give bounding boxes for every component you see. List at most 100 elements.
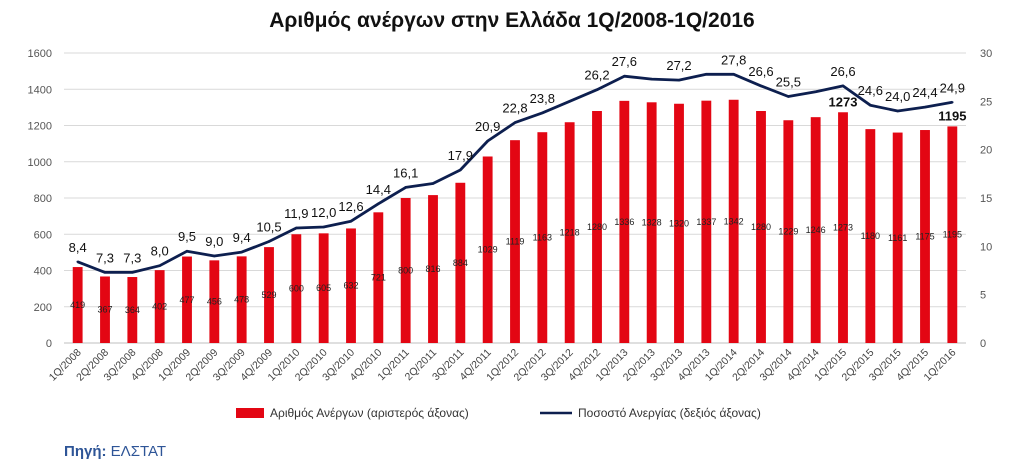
bar-1Q/2010 [291, 234, 302, 343]
bar-1Q/2013 [619, 100, 630, 343]
line-label: 16,1 [393, 165, 418, 180]
line-point-1Q/2016 [951, 101, 954, 104]
bar-label: 419 [70, 300, 85, 310]
bar-2Q/2012 [537, 132, 548, 343]
bar-label: 1195 [943, 230, 962, 240]
bar-1Q/2015 [838, 112, 848, 343]
bar-label: 1336 [614, 217, 634, 227]
line-label: 22,8 [502, 101, 527, 116]
legend: Αριθμός Ανέργων (αριστερός άξονας) Ποσοσ… [236, 406, 761, 420]
line-point-3Q/2015 [896, 109, 899, 113]
source-value: ΕΛΣΤΑΤ [110, 443, 167, 460]
bar-label: 600 [289, 284, 304, 294]
bar-4Q/2010 [373, 212, 384, 343]
bar-3Q/2015 [892, 132, 903, 343]
line-point-1Q/2012 [513, 121, 517, 124]
line-label: 7,3 [96, 250, 114, 265]
line-point-2Q/2015 [869, 104, 872, 107]
line-point-1Q/2014 [732, 73, 735, 76]
bar-label-highlight: 1195 [938, 108, 966, 123]
right-tick-label: 20 [980, 145, 992, 157]
bar-label: 1280 [587, 222, 607, 232]
left-tick-label: 200 [34, 302, 52, 314]
line-point-4Q/2013 [705, 73, 708, 76]
legend-line-label: Ποσοστό Ανεργίας (δεξιός άξονας) [578, 406, 761, 420]
bar-2Q/2015 [865, 129, 876, 343]
line-point-2Q/2013 [650, 77, 653, 81]
line-label: 23,8 [530, 91, 555, 106]
source-note: Πηγή: ΕΛΣΤΑΤ [64, 443, 166, 460]
bar-4Q/2008 [154, 270, 165, 343]
line-label: 14,4 [366, 182, 391, 197]
bar-label: 1320 [669, 218, 689, 228]
bar-4Q/2011 [482, 156, 493, 343]
right-tick-label: 30 [980, 48, 992, 60]
bar-label: 1161 [888, 233, 907, 243]
bar-2Q/2014 [756, 111, 766, 343]
line-point-4Q/2008 [158, 264, 161, 267]
line-point-2Q/2008 [103, 271, 107, 274]
bar-1Q/2009 [182, 256, 192, 343]
line-point-1Q/2011 [404, 186, 407, 189]
unemployment-chart: Αριθμός ανέργων στην Ελλάδα 1Q/2008-1Q/2… [28, 9, 993, 420]
right-tick-label: 0 [980, 338, 986, 350]
chart-title: Αριθμός ανέργων στην Ελλάδα 1Q/2008-1Q/2… [269, 9, 754, 32]
bar-3Q/2013 [674, 103, 684, 343]
bar-label: 800 [398, 266, 413, 276]
bar-label: 884 [453, 258, 468, 268]
line-label: 27,6 [612, 54, 637, 69]
x-axis: 1Q/20082Q/20083Q/20084Q/20081Q/20092Q/20… [47, 347, 959, 384]
bar-label: 816 [425, 264, 440, 274]
bar-label: 1218 [560, 228, 580, 238]
line-label: 27,8 [721, 52, 746, 67]
bar-label: 1280 [751, 222, 771, 232]
line-point-2Q/2012 [541, 111, 544, 115]
source-label: Πηγή: [64, 443, 107, 460]
bar-3Q/2010 [346, 228, 356, 343]
bar-1Q/2016 [947, 126, 958, 343]
bar-label: 529 [261, 290, 276, 300]
bar-label: 721 [371, 273, 386, 283]
line-label: 27,2 [666, 58, 691, 73]
line-point-2Q/2014 [759, 84, 763, 88]
line-label: 12,6 [338, 199, 363, 214]
bar-label: 1273 [833, 223, 853, 233]
line-label: 17,9 [448, 148, 473, 163]
bar-label: 1180 [861, 231, 880, 241]
bar-4Q/2014 [810, 117, 821, 343]
bar-2Q/2011 [428, 195, 438, 343]
line-label: 10,5 [256, 220, 281, 235]
line-point-2Q/2010 [322, 225, 325, 229]
line-point-1Q/2013 [623, 75, 626, 78]
left-tick-label: 1000 [28, 157, 52, 169]
bar-2Q/2009 [209, 260, 220, 343]
left-tick-label: 1400 [28, 84, 52, 96]
bar-label: 1342 [724, 216, 744, 226]
line-label: 8,4 [69, 240, 87, 255]
bar-label: 456 [207, 297, 222, 307]
right-axis: 0 5 10 15 20 25 30 [980, 48, 992, 350]
line-point-1Q/2015 [841, 84, 845, 88]
line-point-1Q/2010 [295, 226, 298, 230]
right-tick-label: 10 [980, 241, 992, 253]
left-tick-label: 800 [34, 193, 52, 205]
line-point-3Q/2008 [131, 271, 134, 274]
bar-2Q/2008 [100, 276, 110, 343]
bar-label: 632 [343, 281, 358, 291]
line-point-4Q/2012 [595, 88, 599, 91]
line-label: 26,6 [830, 64, 855, 79]
bar-label: 478 [234, 295, 249, 305]
bar-1Q/2008 [72, 267, 83, 343]
line-point-3Q/2014 [787, 95, 790, 98]
bar-label: 477 [179, 295, 194, 305]
bar-label: 1246 [806, 225, 826, 235]
bar-4Q/2013 [701, 100, 712, 343]
bar-1Q/2012 [510, 140, 520, 343]
line-label: 12,0 [311, 205, 336, 220]
line-label: 20,9 [475, 119, 500, 134]
bar-label: 1229 [778, 227, 798, 237]
line-label: 9,5 [178, 229, 196, 244]
bar-3Q/2012 [564, 122, 575, 343]
line-point-4Q/2011 [486, 139, 489, 143]
line-labels: 8,4 7,3 7,3 8,0 9,5 9,0 9,4 10,511,9 12,0 12,614,… [69, 52, 965, 265]
